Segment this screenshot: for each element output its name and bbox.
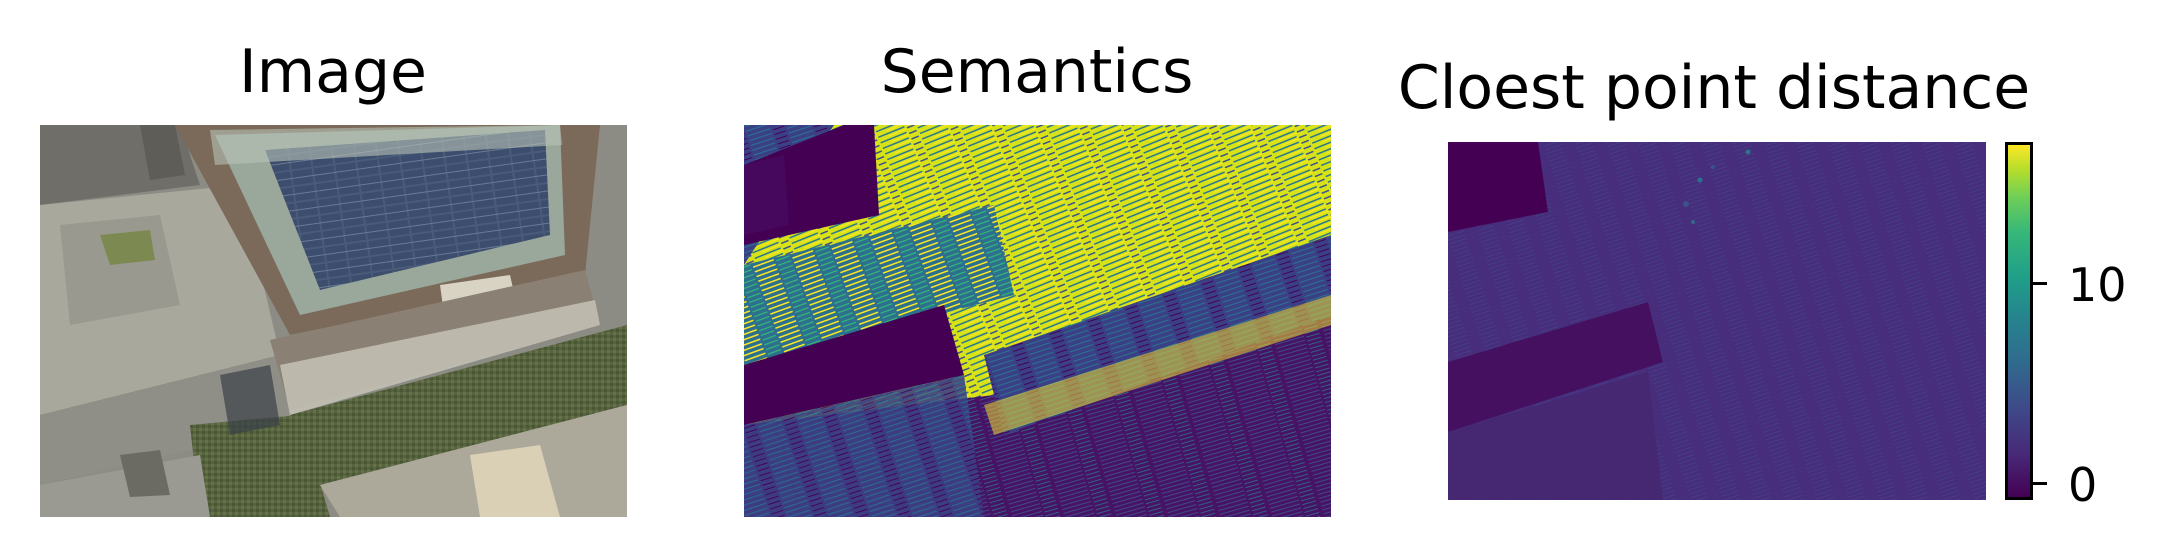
colorbar-tick-0	[2033, 482, 2047, 485]
colorbar-ticklabel-10: 10	[2068, 258, 2127, 312]
distance-panel-title: Cloest point distance	[1397, 53, 2031, 123]
distance-colorbar	[2005, 142, 2033, 500]
colorbar-ticklabel-0: 0	[2068, 458, 2098, 512]
image-panel-title: Image	[239, 37, 427, 107]
colorbar-tick-10	[2033, 282, 2047, 285]
distance-map	[1448, 142, 1986, 500]
semantics-panel-title: Semantics	[880, 37, 1194, 107]
aerial-photo	[40, 125, 627, 517]
semantic-map	[744, 125, 1331, 517]
